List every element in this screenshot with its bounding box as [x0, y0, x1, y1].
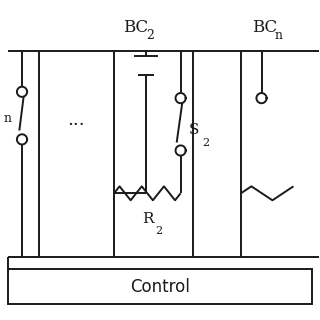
Bar	[8, 269, 312, 304]
Text: 2: 2	[202, 138, 209, 148]
Text: R: R	[142, 212, 154, 226]
Text: S: S	[188, 123, 199, 137]
Text: BC: BC	[124, 19, 149, 36]
Text: n: n	[275, 29, 283, 42]
Text: 2: 2	[155, 226, 162, 236]
Text: BC: BC	[252, 19, 277, 36]
Text: ...: ...	[67, 111, 85, 129]
Text: n: n	[4, 112, 12, 125]
Text: 2: 2	[146, 29, 154, 42]
Text: Control: Control	[130, 278, 190, 296]
